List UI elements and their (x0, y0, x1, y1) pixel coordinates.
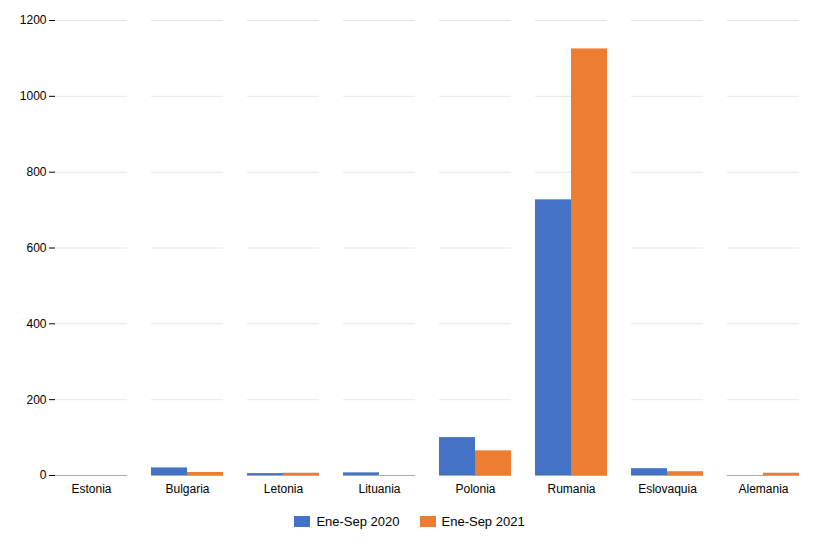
svg-text:Polonia: Polonia (455, 482, 495, 496)
html-text:Ene-Sep 2020: Ene-Sep 2020 (316, 514, 400, 529)
html-text:Ene-Sep 2021: Ene-Sep 2021 (441, 514, 525, 529)
svg-text:600: 600 (26, 241, 46, 255)
svg-text:Rumania: Rumania (547, 482, 595, 496)
svg-text:Bulgaria: Bulgaria (165, 482, 209, 496)
svg-text:Letonia: Letonia (264, 482, 304, 496)
svg-text:Estonia: Estonia (71, 482, 111, 496)
svg-text:1200: 1200 (20, 13, 47, 27)
svg-text:0: 0 (40, 468, 47, 482)
svg-text:200: 200 (26, 393, 46, 407)
svg-text:800: 800 (26, 165, 46, 179)
svg-text:400: 400 (26, 317, 46, 331)
svg-text:Lituania: Lituania (358, 482, 400, 496)
svg-text:1000: 1000 (20, 89, 47, 103)
svg-text:Eslovaquia: Eslovaquia (638, 482, 697, 496)
svg-text:Alemania: Alemania (738, 482, 788, 496)
